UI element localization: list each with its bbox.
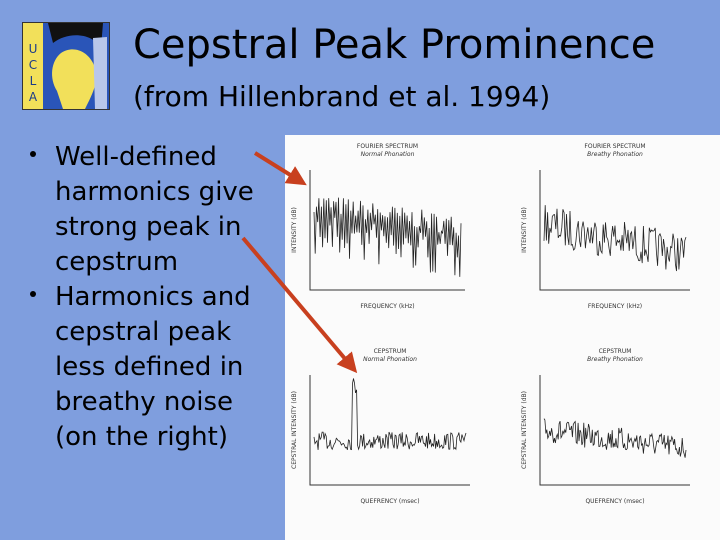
bullet-line: harmonics give xyxy=(55,177,254,207)
logo-letter: C xyxy=(28,58,38,72)
y-axis-label: CEPSTRAL INTENSITY (dB) xyxy=(521,391,528,469)
arrow xyxy=(253,151,307,186)
figure-background xyxy=(285,135,720,540)
axes xyxy=(539,170,690,291)
bullet-line: (on the right) xyxy=(55,422,228,452)
bullet-line: strong peak in xyxy=(55,212,242,242)
logo-letter: U xyxy=(28,42,38,56)
y-axis-label: INTENSITY (dB) xyxy=(521,207,528,253)
waveform xyxy=(543,418,687,458)
panel-subtitle: Normal Phonation xyxy=(363,356,417,363)
logo-letter: L xyxy=(29,74,37,88)
bullet-dot xyxy=(30,291,36,297)
axes xyxy=(309,170,465,291)
bullet-line: Harmonics and xyxy=(55,282,251,312)
arrow xyxy=(241,236,358,374)
axes xyxy=(539,375,690,486)
bullet-dot xyxy=(30,151,36,157)
bullet-line: cepstral peak xyxy=(55,317,232,347)
y-axis-label: CEPSTRAL INTENSITY (dB) xyxy=(291,391,298,469)
x-axis-label: FREQUENCY (kHz) xyxy=(360,303,414,310)
waveform xyxy=(313,197,462,277)
bullet-line: Well-defined xyxy=(55,142,217,172)
bullet-line: cepstrum xyxy=(55,247,179,277)
bullet-line: breathy noise xyxy=(55,387,234,417)
subtitle: (from Hillenbrand et al. 1994) xyxy=(133,80,551,113)
axes xyxy=(309,375,470,486)
panel-title: CEPSTRUM xyxy=(374,348,407,355)
panel-title: FOURIER SPECTRUM xyxy=(584,143,645,150)
panel-title: FOURIER SPECTRUM xyxy=(357,143,418,150)
x-axis-label: QUEFRENCY (msec) xyxy=(360,498,419,505)
bullet-line: less defined in xyxy=(55,352,244,382)
bullet: Harmonics and cepstral peak less defined i… xyxy=(30,280,280,455)
title: Cepstral Peak Prominence xyxy=(133,22,656,68)
panel-subtitle: Normal Phonation xyxy=(361,151,415,158)
logo-letter: A xyxy=(28,90,38,104)
y-axis-label: INTENSITY (dB) xyxy=(291,207,298,253)
bullet: Well-defined harmonics give strong peak in… xyxy=(30,140,280,280)
panel-title: CEPSTRUM xyxy=(599,348,632,355)
panel-subtitle: Breathy Phonation xyxy=(587,356,643,363)
logo-art xyxy=(43,23,109,109)
waveform xyxy=(543,205,687,272)
waveform xyxy=(313,378,467,451)
x-axis-label: QUEFRENCY (msec) xyxy=(585,498,644,505)
x-axis-label: FREQUENCY (kHz) xyxy=(588,303,642,310)
panel-subtitle: Breathy Phonation xyxy=(587,151,643,158)
